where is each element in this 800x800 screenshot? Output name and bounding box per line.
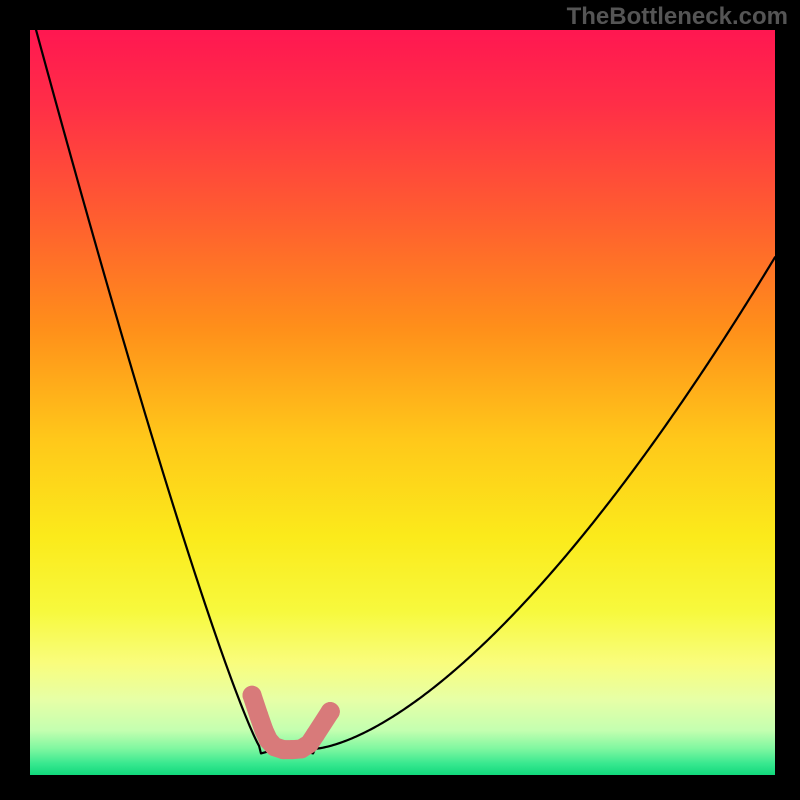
marker-dot <box>306 725 325 744</box>
marker-dot <box>243 686 262 705</box>
bottleneck-chart <box>0 0 800 800</box>
watermark-text: TheBottleneck.com <box>567 3 788 31</box>
marker-dot <box>321 702 340 721</box>
chart-stage: TheBottleneck.com <box>0 0 800 800</box>
